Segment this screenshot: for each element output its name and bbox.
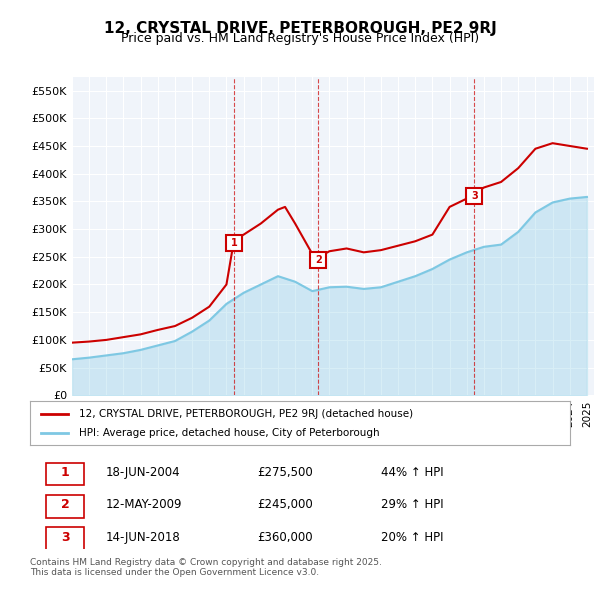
- Text: 1: 1: [61, 466, 70, 479]
- Text: HPI: Average price, detached house, City of Peterborough: HPI: Average price, detached house, City…: [79, 428, 379, 438]
- Text: 12-MAY-2009: 12-MAY-2009: [106, 499, 182, 512]
- FancyBboxPatch shape: [46, 463, 84, 486]
- Text: 18-JUN-2004: 18-JUN-2004: [106, 466, 180, 479]
- Text: £360,000: £360,000: [257, 530, 313, 543]
- Text: £245,000: £245,000: [257, 499, 313, 512]
- Text: Price paid vs. HM Land Registry's House Price Index (HPI): Price paid vs. HM Land Registry's House …: [121, 32, 479, 45]
- Text: 12, CRYSTAL DRIVE, PETERBOROUGH, PE2 9RJ: 12, CRYSTAL DRIVE, PETERBOROUGH, PE2 9RJ: [104, 21, 496, 35]
- Text: 44% ↑ HPI: 44% ↑ HPI: [381, 466, 443, 479]
- Text: 20% ↑ HPI: 20% ↑ HPI: [381, 530, 443, 543]
- Text: 2: 2: [315, 254, 322, 264]
- Text: 12, CRYSTAL DRIVE, PETERBOROUGH, PE2 9RJ (detached house): 12, CRYSTAL DRIVE, PETERBOROUGH, PE2 9RJ…: [79, 409, 413, 418]
- Text: 29% ↑ HPI: 29% ↑ HPI: [381, 499, 443, 512]
- Text: 14-JUN-2018: 14-JUN-2018: [106, 530, 181, 543]
- Text: 1: 1: [231, 238, 238, 248]
- FancyBboxPatch shape: [46, 527, 84, 550]
- Text: Contains HM Land Registry data © Crown copyright and database right 2025.
This d: Contains HM Land Registry data © Crown c…: [30, 558, 382, 577]
- Text: 3: 3: [471, 191, 478, 201]
- Text: £275,500: £275,500: [257, 466, 313, 479]
- Text: 3: 3: [61, 530, 70, 543]
- Text: 2: 2: [61, 499, 70, 512]
- FancyBboxPatch shape: [46, 495, 84, 517]
